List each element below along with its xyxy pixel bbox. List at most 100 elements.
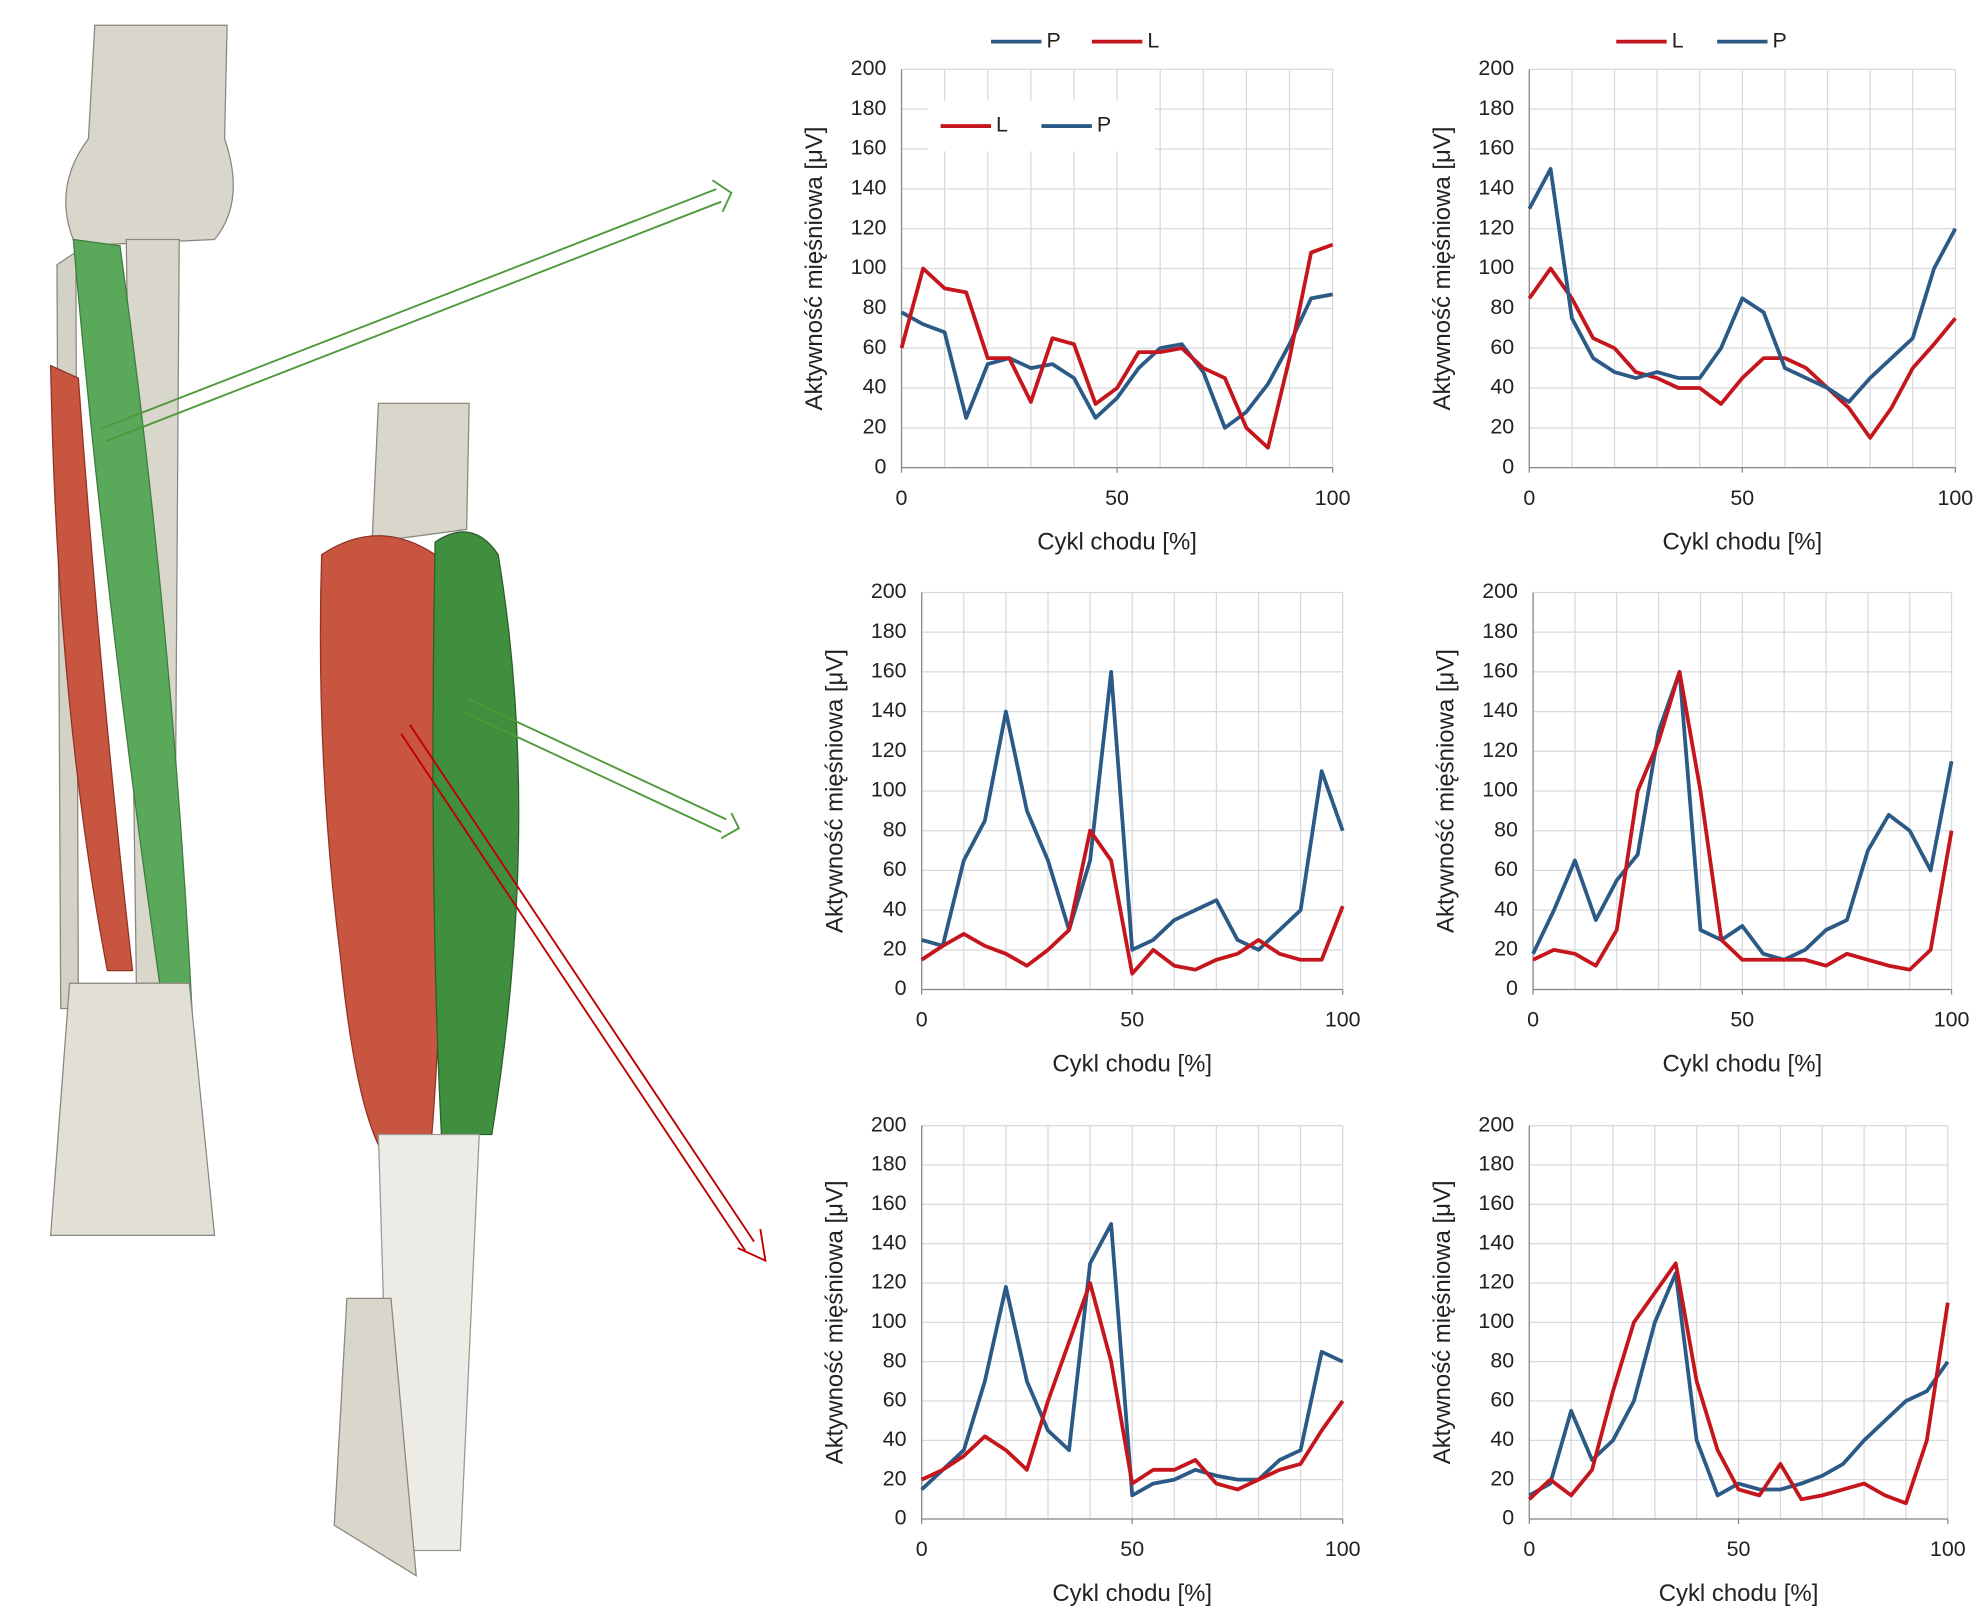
x-tick-label: 50 <box>1120 1008 1144 1032</box>
y-tick-label: 160 <box>871 659 907 683</box>
y-tick-label: 40 <box>863 375 887 399</box>
anatomy-back <box>320 403 518 1575</box>
x-tick-label: 100 <box>1315 486 1351 510</box>
y-tick-label: 40 <box>1490 1427 1514 1451</box>
y-tick-label: 0 <box>895 976 907 1000</box>
y-tick-label: 60 <box>1490 335 1514 359</box>
x-tick-label: 100 <box>1934 1008 1970 1032</box>
legend-label: P <box>1097 113 1111 137</box>
x-axis-title: Cykl chodu [%] <box>1659 1580 1819 1607</box>
y-tick-label: 0 <box>874 454 886 478</box>
y-tick-label: 160 <box>1478 1191 1514 1215</box>
y-tick-label: 100 <box>871 1309 907 1333</box>
page: {"chart_data": [ {"type": "line", "xlabe… <box>0 0 1977 1611</box>
x-axis-title: Cykl chodu [%] <box>1052 1580 1212 1607</box>
x-axis-title: Cykl chodu [%] <box>1662 1051 1822 1078</box>
y-tick-label: 200 <box>1482 579 1518 603</box>
chart: 020406080100120140160180200050100Cykl ch… <box>1433 579 1970 1077</box>
x-tick-label: 0 <box>916 1537 928 1561</box>
y-tick-label: 0 <box>895 1506 907 1530</box>
y-tick-label: 0 <box>1502 1506 1514 1530</box>
y-tick-label: 140 <box>871 1230 907 1254</box>
y-tick-label: 80 <box>1490 1348 1514 1372</box>
y-tick-label: 40 <box>883 1427 907 1451</box>
y-tick-label: 40 <box>1494 897 1518 921</box>
x-tick-label: 100 <box>1325 1537 1361 1561</box>
y-tick-label: 80 <box>1494 817 1518 841</box>
y-tick-label: 120 <box>851 215 887 239</box>
y-tick-label: 40 <box>1490 375 1514 399</box>
x-axis-title: Cykl chodu [%] <box>1037 529 1197 556</box>
x-tick-label: 0 <box>916 1008 928 1032</box>
x-tick-label: 50 <box>1730 486 1754 510</box>
figure: 020406080100120140160180200050100Cykl ch… <box>0 0 1977 1611</box>
y-tick-label: 180 <box>1478 1152 1514 1176</box>
y-tick-label: 0 <box>1502 454 1514 478</box>
x-tick-label: 100 <box>1325 1008 1361 1032</box>
y-tick-label: 180 <box>871 619 907 643</box>
y-tick-label: 60 <box>883 857 907 881</box>
y-tick-label: 20 <box>1490 414 1514 438</box>
y-tick-label: 180 <box>851 96 887 120</box>
x-tick-label: 50 <box>1120 1537 1144 1561</box>
y-axis-title: Aktywność mięśniowa [μV] <box>801 127 828 411</box>
y-tick-label: 80 <box>863 295 887 319</box>
y-tick-label: 160 <box>871 1191 907 1215</box>
x-axis-title: Cykl chodu [%] <box>1052 1051 1212 1078</box>
y-tick-label: 160 <box>1478 136 1514 160</box>
y-tick-label: 0 <box>1506 976 1518 1000</box>
y-tick-label: 180 <box>1482 619 1518 643</box>
y-tick-label: 120 <box>1478 1270 1514 1294</box>
y-tick-label: 60 <box>1490 1388 1514 1412</box>
x-tick-label: 0 <box>1523 486 1535 510</box>
x-tick-label: 100 <box>1930 1537 1966 1561</box>
y-tick-label: 140 <box>1478 175 1514 199</box>
y-tick-label: 180 <box>1478 96 1514 120</box>
legend-label: L <box>1672 28 1684 52</box>
x-tick-label: 50 <box>1730 1008 1754 1032</box>
y-axis-title: Aktywność mięśniowa [μV] <box>1433 649 1460 933</box>
y-tick-label: 80 <box>883 1348 907 1372</box>
y-tick-label: 60 <box>883 1388 907 1412</box>
y-tick-label: 20 <box>863 414 887 438</box>
legend-label: P <box>1046 28 1060 52</box>
x-tick-label: 0 <box>1523 1537 1535 1561</box>
x-axis-title: Cykl chodu [%] <box>1662 529 1822 556</box>
anatomy-front <box>51 25 234 1235</box>
x-tick-label: 0 <box>896 486 908 510</box>
x-tick-label: 50 <box>1105 486 1129 510</box>
y-tick-label: 200 <box>1478 1112 1514 1136</box>
y-tick-label: 80 <box>1490 295 1514 319</box>
y-tick-label: 200 <box>851 56 887 80</box>
y-tick-label: 100 <box>1478 1309 1514 1333</box>
y-axis-title: Aktywność mięśniowa [μV] <box>1429 1180 1456 1464</box>
y-tick-label: 100 <box>851 255 887 279</box>
y-axis-title: Aktywność mięśniowa [μV] <box>1429 127 1456 411</box>
y-tick-label: 20 <box>1494 936 1518 960</box>
y-tick-label: 200 <box>871 579 907 603</box>
y-tick-label: 100 <box>1478 255 1514 279</box>
y-tick-label: 80 <box>883 817 907 841</box>
y-tick-label: 140 <box>871 698 907 722</box>
y-tick-label: 140 <box>1478 1230 1514 1254</box>
y-axis-title: Aktywność mięśniowa [μV] <box>821 1180 848 1464</box>
y-tick-label: 140 <box>851 175 887 199</box>
y-tick-label: 120 <box>871 1270 907 1294</box>
y-tick-label: 60 <box>863 335 887 359</box>
y-tick-label: 120 <box>1482 738 1518 762</box>
legend-label: L <box>996 113 1008 137</box>
y-tick-label: 200 <box>1478 56 1514 80</box>
y-tick-label: 20 <box>1490 1466 1514 1490</box>
y-tick-label: 160 <box>1482 659 1518 683</box>
y-tick-label: 160 <box>851 136 887 160</box>
y-tick-label: 20 <box>883 1466 907 1490</box>
y-tick-label: 140 <box>1482 698 1518 722</box>
y-tick-label: 180 <box>871 1152 907 1176</box>
y-tick-label: 60 <box>1494 857 1518 881</box>
y-axis-title: Aktywność mięśniowa [μV] <box>821 649 848 933</box>
x-tick-label: 0 <box>1527 1008 1539 1032</box>
y-tick-label: 100 <box>871 778 907 802</box>
y-tick-label: 20 <box>883 936 907 960</box>
x-tick-label: 100 <box>1937 486 1973 510</box>
